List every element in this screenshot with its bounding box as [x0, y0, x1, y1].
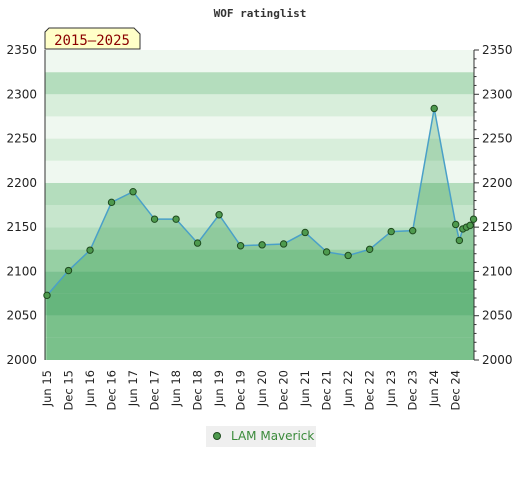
x-tick-label: Jun 21: [298, 370, 312, 407]
rating-band: [45, 315, 474, 338]
y-tick-label-left: 2150: [6, 220, 37, 234]
x-tick-label: Dec 16: [105, 370, 119, 411]
data-point: [172, 215, 180, 223]
data-point: [86, 246, 94, 254]
x-tick-label: Jun 15: [40, 370, 54, 407]
rating-band: [45, 249, 474, 272]
rating-band: [45, 72, 474, 95]
x-tick-label: Jun 23: [384, 370, 398, 407]
x-tick-label: Dec 22: [363, 370, 377, 411]
data-point: [43, 291, 51, 300]
data-point: [469, 215, 478, 223]
right-axis: 2000 2050 2100 2150 2200 2250 2300 2350: [473, 43, 513, 367]
left-axis: 2000 2050 2100 2150 2200 2250 2300 2350: [6, 43, 46, 367]
data-point: [322, 248, 331, 256]
rating-band: [45, 182, 474, 205]
rating-area: [47, 108, 474, 360]
y-tick-label-right: 2200: [482, 176, 513, 190]
x-tick-label: Dec 23: [406, 370, 420, 411]
x-tick-label: Dec 20: [277, 370, 291, 411]
y-tick-label-left: 2100: [6, 264, 37, 278]
x-tick-label: Dec 15: [62, 370, 76, 411]
data-point: [365, 245, 374, 253]
rating-band: [45, 271, 474, 294]
data-point: [129, 188, 137, 196]
range-badge-box: [44, 27, 141, 50]
rating-band: [45, 138, 474, 161]
data-point: [452, 220, 460, 229]
data-point: [215, 211, 223, 219]
data-point: [466, 221, 474, 230]
x-tick-label: Dec 18: [191, 370, 205, 411]
x-tick-label: Jun 22: [341, 370, 355, 407]
x-tick-label: Dec 19: [234, 370, 248, 411]
y-tick-label-left: 2250: [6, 132, 37, 146]
y-tick-label-left: 2350: [6, 43, 37, 57]
x-tick-label: Jun 19: [212, 370, 226, 407]
rating-band: [45, 337, 474, 360]
y-tick-label-right: 2300: [482, 87, 513, 101]
data-point: [455, 236, 464, 245]
legend[interactable]: LAM Maverick: [206, 426, 316, 447]
x-tick-label: Jun 24: [427, 370, 441, 407]
x-tick-label: Dec 24: [449, 370, 463, 411]
rating-band: [45, 160, 474, 183]
range-badge: 2015–2025: [44, 27, 141, 50]
rating-band: [45, 116, 474, 139]
x-tick-label: Jun 17: [126, 370, 140, 407]
legend-box: [206, 426, 316, 447]
x-tick-label: Jun 18: [169, 370, 183, 407]
data-point: [387, 227, 395, 236]
rating-band: [45, 50, 474, 73]
rating-band: [45, 94, 474, 117]
data-point: [258, 241, 266, 249]
x-tick-label: Dec 21: [320, 370, 334, 411]
data-point: [150, 215, 159, 223]
rating-band: [45, 227, 474, 250]
y-tick-label-right: 2350: [482, 43, 513, 57]
y-tick-label-right: 2050: [482, 309, 513, 323]
y-tick-label-left: 2050: [6, 309, 37, 323]
y-tick-label-right: 2250: [482, 132, 513, 146]
data-points: [43, 104, 478, 300]
chart-title: WOF ratinglist: [214, 7, 307, 20]
x-axis: Jun 15 Dec 15 Jun 16 Dec 16 Jun 17 Dec 17 Jun …: [40, 370, 463, 411]
data-point: [408, 226, 417, 235]
rating-band: [45, 293, 474, 316]
y-tick-label-left: 2000: [6, 353, 37, 367]
y-tick-label-right: 2000: [482, 353, 513, 367]
data-point: [301, 228, 309, 237]
data-point: [193, 239, 202, 247]
legend-label: LAM Maverick: [231, 429, 314, 443]
data-point: [236, 242, 245, 250]
y-tick-label-right: 2150: [482, 220, 513, 234]
y-tick-label-left: 2200: [6, 176, 37, 190]
data-point: [107, 198, 116, 207]
data-point: [279, 240, 288, 248]
data-point: [430, 104, 438, 113]
x-tick-label: Dec 17: [148, 370, 162, 411]
y-tick-label-left: 2300: [6, 87, 37, 101]
range-label: 2015–2025: [54, 33, 130, 49]
y-tick-label-right: 2100: [482, 264, 513, 278]
data-point: [344, 251, 352, 260]
x-tick-label: Jun 16: [83, 370, 97, 407]
x-tick-label: Jun 20: [255, 370, 269, 407]
data-point: [64, 266, 73, 275]
legend-marker: [213, 432, 221, 440]
